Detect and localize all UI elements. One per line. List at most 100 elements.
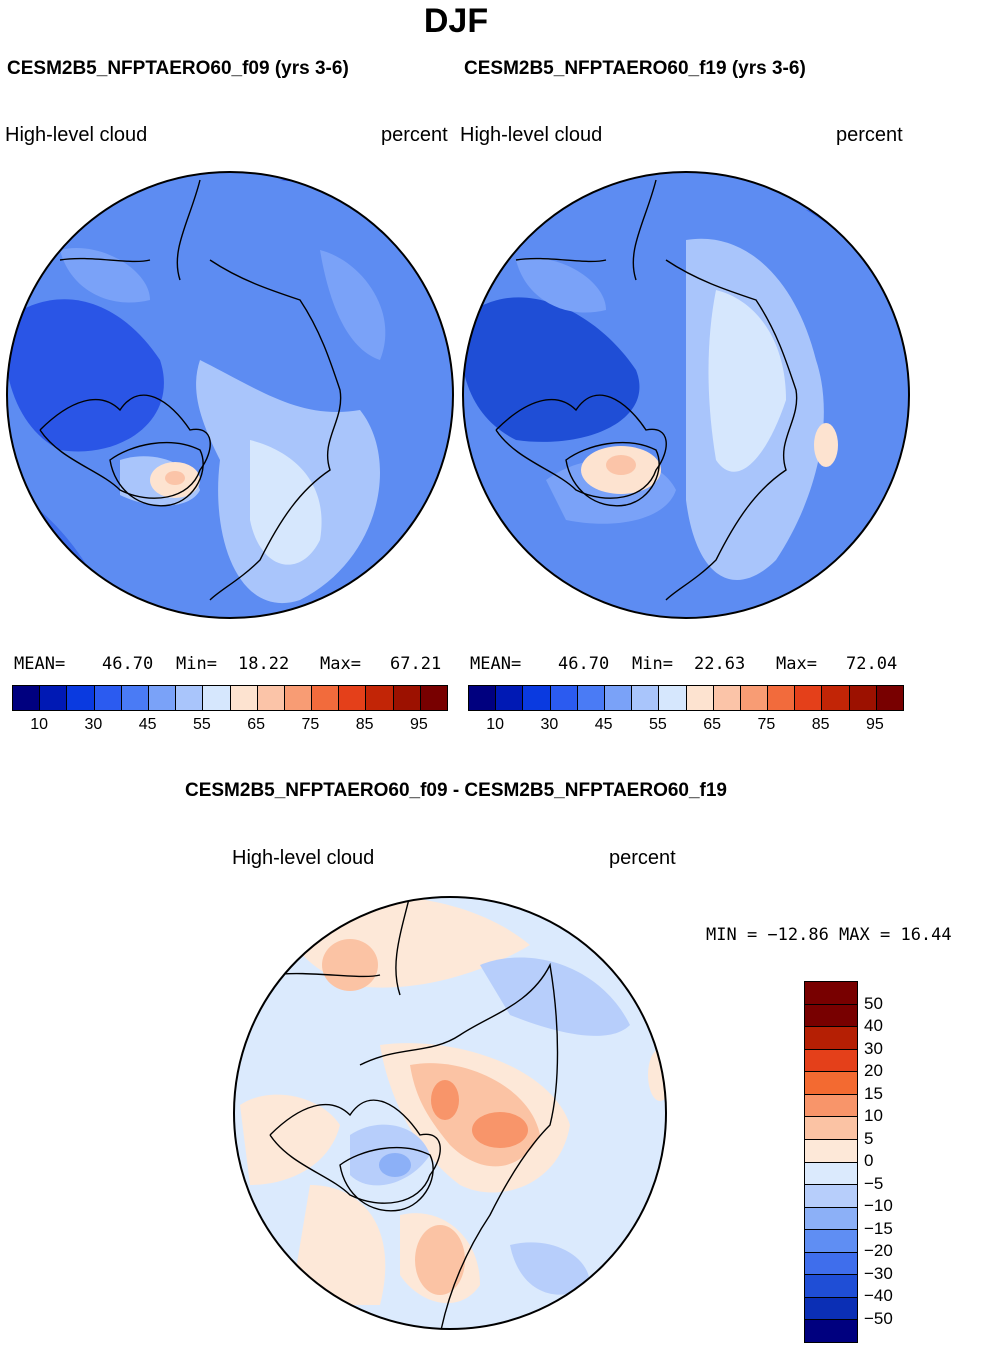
case1-units-label: percent bbox=[381, 124, 448, 146]
colorbar-tick-label: 5 bbox=[864, 1128, 874, 1148]
colorbar-swatch bbox=[67, 686, 95, 710]
colorbar-tick-label: 30 bbox=[540, 716, 559, 733]
colorbar-swatch bbox=[805, 1207, 857, 1231]
colorbar-swatch bbox=[805, 1094, 857, 1118]
diff-units-label: percent bbox=[609, 847, 676, 869]
colorbar-tick-label: 0 bbox=[864, 1151, 874, 1170]
colorbar-tick-label: 30 bbox=[84, 716, 103, 733]
case2-units-label: percent bbox=[836, 124, 903, 146]
colorbar-swatch bbox=[469, 686, 497, 710]
colorbar-swatch bbox=[805, 1162, 857, 1186]
diff-min-max: MIN = −12.86 MAX = 16.44 bbox=[706, 925, 952, 945]
colorbar-swatch bbox=[366, 686, 394, 710]
colorbar-swatch bbox=[230, 686, 258, 710]
colorbar-tick-label: 55 bbox=[192, 716, 211, 733]
colorbar-swatch bbox=[550, 686, 578, 710]
diff-colorbar bbox=[804, 981, 858, 1343]
case1-min-label: Min= bbox=[176, 654, 217, 674]
case2-title: CESM2B5_NFPTAERO60_f19 (yrs 3-6) bbox=[464, 58, 806, 79]
colorbar-tick-label: 50 bbox=[864, 993, 883, 1013]
colorbar-tick-label: −5 bbox=[864, 1173, 884, 1193]
colorbar-swatch bbox=[805, 1185, 857, 1208]
case2-mean-value: 46.70 bbox=[558, 654, 610, 674]
colorbar-tick-label: 45 bbox=[138, 716, 157, 733]
colorbar-tick-label: 65 bbox=[703, 716, 722, 733]
colorbar-swatch bbox=[876, 686, 903, 710]
colorbar-tick-label: 15 bbox=[864, 1083, 883, 1103]
case1-variable-label: High-level cloud bbox=[5, 124, 148, 146]
case2-colorbar bbox=[468, 685, 904, 711]
colorbar-tick-label: 85 bbox=[811, 716, 830, 733]
colorbar-swatch bbox=[339, 686, 367, 710]
colorbar-tick-label: 45 bbox=[594, 716, 613, 733]
diff-title: CESM2B5_NFPTAERO60_f09 - CESM2B5_NFPTAER… bbox=[184, 780, 728, 801]
colorbar-tick-label: −15 bbox=[864, 1218, 893, 1238]
colorbar-swatch bbox=[805, 1027, 857, 1050]
colorbar-swatch bbox=[805, 1297, 857, 1321]
colorbar-swatch bbox=[805, 1139, 857, 1163]
colorbar-swatch bbox=[13, 686, 41, 710]
colorbar-tick-label: 10 bbox=[864, 1106, 883, 1125]
colorbar-tick-label: −50 bbox=[864, 1308, 893, 1328]
colorbar-swatch bbox=[740, 686, 769, 710]
colorbar-swatch bbox=[713, 686, 741, 710]
colorbar-swatch bbox=[849, 686, 877, 710]
case1-max-value: 67.21 bbox=[390, 654, 442, 674]
case1-polar-map bbox=[6, 171, 454, 619]
case1-colorbar bbox=[12, 685, 448, 711]
colorbar-tick-label: −40 bbox=[864, 1286, 893, 1305]
colorbar-tick-label: 55 bbox=[648, 716, 667, 733]
colorbar-swatch bbox=[805, 1049, 857, 1073]
case1-title: CESM2B5_NFPTAERO60_f09 (yrs 3-6) bbox=[7, 58, 349, 79]
colorbar-tick-label: 20 bbox=[864, 1061, 883, 1080]
colorbar-swatch bbox=[420, 686, 447, 710]
colorbar-tick-label: 65 bbox=[247, 716, 266, 733]
case2-mean-label: MEAN= bbox=[470, 654, 522, 674]
colorbar-swatch bbox=[312, 686, 340, 710]
colorbar-tick-label: −30 bbox=[864, 1263, 893, 1283]
diff-polar-map bbox=[233, 896, 667, 1330]
colorbar-swatch bbox=[94, 686, 122, 710]
colorbar-swatch bbox=[805, 1117, 857, 1140]
colorbar-swatch bbox=[805, 1320, 857, 1342]
colorbar-swatch bbox=[822, 686, 850, 710]
colorbar-swatch bbox=[659, 686, 687, 710]
colorbar-tick-label: 85 bbox=[355, 716, 374, 733]
colorbar-swatch bbox=[768, 686, 796, 710]
case2-max-label: Max= bbox=[776, 654, 817, 674]
colorbar-tick-label: 40 bbox=[864, 1016, 883, 1035]
colorbar-swatch bbox=[805, 1275, 857, 1298]
case1-max-label: Max= bbox=[320, 654, 361, 674]
colorbar-swatch bbox=[805, 1252, 857, 1276]
colorbar-swatch bbox=[176, 686, 204, 710]
season-title: DJF bbox=[423, 2, 489, 40]
colorbar-tick-label: 10 bbox=[30, 716, 49, 733]
case1-min-value: 18.22 bbox=[238, 654, 290, 674]
case2-variable-label: High-level cloud bbox=[460, 124, 603, 146]
colorbar-swatch bbox=[523, 686, 551, 710]
colorbar-swatch bbox=[496, 686, 524, 710]
colorbar-tick-label: 95 bbox=[409, 716, 428, 733]
diff-variable-label: High-level cloud bbox=[232, 847, 375, 869]
colorbar-swatch bbox=[632, 686, 660, 710]
colorbar-swatch bbox=[257, 686, 285, 710]
case2-min-label: Min= bbox=[632, 654, 673, 674]
colorbar-swatch bbox=[284, 686, 313, 710]
colorbar-tick-label: −10 bbox=[864, 1196, 893, 1215]
colorbar-swatch bbox=[121, 686, 149, 710]
colorbar-tick-label: −20 bbox=[864, 1241, 893, 1260]
colorbar-swatch bbox=[805, 982, 857, 1005]
case2-polar-map bbox=[462, 171, 910, 619]
colorbar-swatch bbox=[393, 686, 421, 710]
colorbar-swatch bbox=[805, 1004, 857, 1028]
case1-mean-label: MEAN= bbox=[14, 654, 66, 674]
colorbar-swatch bbox=[148, 686, 177, 710]
colorbar-swatch bbox=[795, 686, 823, 710]
colorbar-swatch bbox=[805, 1230, 857, 1253]
colorbar-tick-label: 30 bbox=[864, 1038, 883, 1058]
case2-max-value: 72.04 bbox=[846, 654, 898, 674]
colorbar-swatch bbox=[203, 686, 231, 710]
colorbar-swatch bbox=[604, 686, 633, 710]
colorbar-tick-label: 75 bbox=[301, 716, 320, 733]
colorbar-tick-label: 75 bbox=[757, 716, 776, 733]
